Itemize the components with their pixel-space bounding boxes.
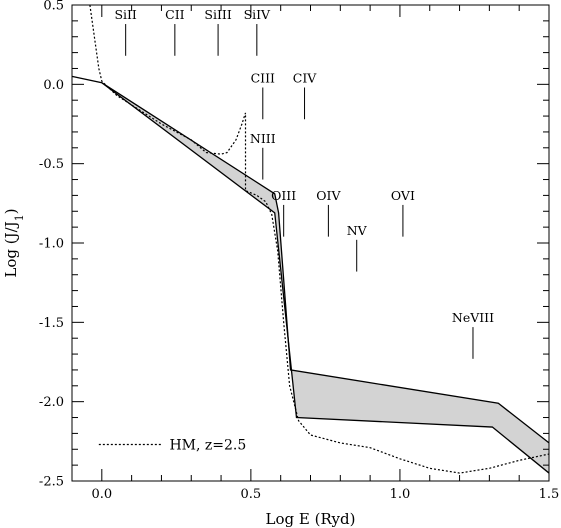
y-tick-label: 0.0 <box>43 78 64 93</box>
x-axis-title: Log E (Ryd) <box>266 510 356 528</box>
ion-label: NeVIII <box>452 310 494 325</box>
x-tick-label: 0.0 <box>91 487 112 502</box>
ion-label: OVI <box>391 188 415 203</box>
y-axis-title-main: Log (J/J <box>2 221 20 277</box>
y-tick-label: -0.5 <box>39 157 64 172</box>
hm-curve-layer <box>89 4 550 474</box>
y-tick-label: -1.0 <box>39 237 64 252</box>
x-tick-label: 1.5 <box>539 487 560 502</box>
ion-label: SiII <box>114 7 136 22</box>
band-fill <box>72 76 549 474</box>
ion-label: OIV <box>316 188 341 203</box>
y-tick-label: -2.0 <box>39 395 64 410</box>
tick-labels-layer: 0.0 0.5 1.0 1.5 0.5 0.0 -0.5 -1.0 -1.5 -2.0 -2.5 <box>39 0 559 502</box>
y-axis-title-sub: 1 <box>13 214 26 221</box>
ion-label: CIII <box>251 71 275 86</box>
band-layer <box>71 75 550 474</box>
ion-label: NV <box>347 223 368 238</box>
ion-label: OIII <box>271 188 296 203</box>
ion-label: SiIII <box>204 7 231 22</box>
y-axis-title: Log (J/J1) <box>2 208 26 277</box>
plot-frame <box>71 4 550 482</box>
legend-label: HM, z=2.5 <box>169 438 246 454</box>
ion-label: CIV <box>293 71 318 86</box>
ion-label: SiIV <box>244 7 271 22</box>
x-tick-label: 1.0 <box>390 487 411 502</box>
ion-markers-layer: SiII CII SiIII SiIV CIII CIV NIII OIII OIV OVI NV N… <box>114 7 494 359</box>
x-tick-label: 0.5 <box>241 487 262 502</box>
y-tick-label: -2.5 <box>39 475 64 490</box>
ion-label: NIII <box>250 131 276 146</box>
ion-label: CII <box>165 7 185 22</box>
y-axis-title-close: ) <box>2 208 20 214</box>
y-tick-label: -1.5 <box>39 316 64 331</box>
y-tick-label: 0.5 <box>43 0 64 14</box>
hm-curve-line <box>89 4 550 474</box>
band-lower-line <box>101 82 550 474</box>
